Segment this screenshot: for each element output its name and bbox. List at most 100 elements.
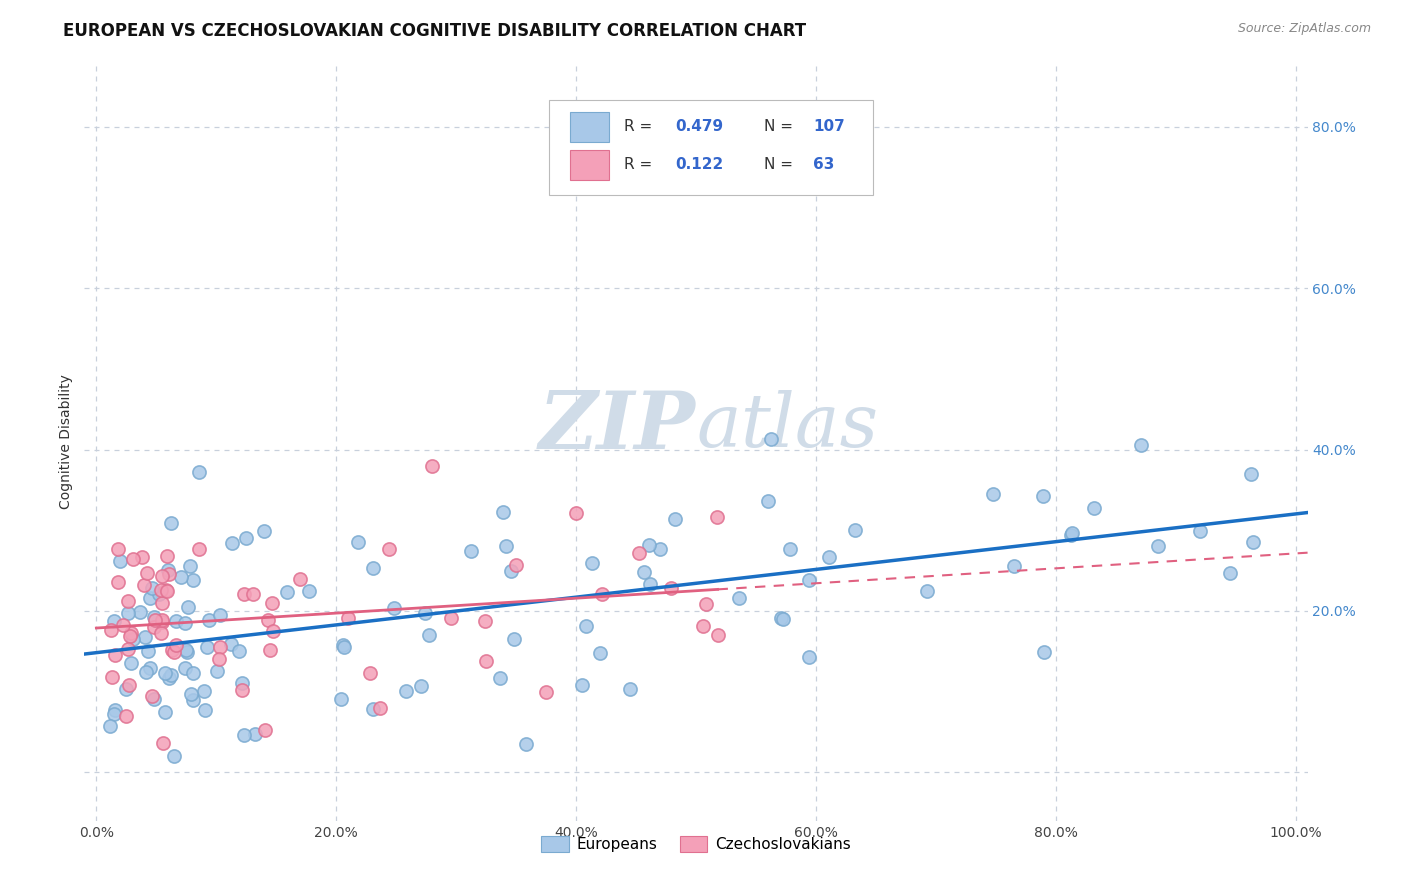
Point bbox=[143, 613, 166, 627]
Point bbox=[770, 611, 793, 625]
Point bbox=[361, 702, 384, 716]
Point bbox=[242, 587, 264, 601]
Point bbox=[120, 625, 142, 640]
Text: EUROPEAN VS CZECHOSLOVAKIAN COGNITIVE DISABILITY CORRELATION CHART: EUROPEAN VS CZECHOSLOVAKIAN COGNITIVE DI… bbox=[63, 22, 807, 40]
Point bbox=[134, 630, 156, 644]
Point bbox=[101, 670, 124, 684]
Point bbox=[418, 628, 440, 642]
Point bbox=[150, 582, 173, 597]
Point bbox=[108, 554, 131, 568]
Point bbox=[100, 719, 122, 733]
Point bbox=[112, 618, 135, 632]
Point bbox=[155, 705, 177, 719]
Point bbox=[1062, 525, 1084, 540]
Point bbox=[117, 606, 139, 620]
Legend: Europeans, Czechoslovakians: Europeans, Czechoslovakians bbox=[534, 830, 858, 858]
Point bbox=[664, 512, 686, 526]
Point bbox=[150, 613, 173, 627]
Point bbox=[148, 586, 170, 600]
Point bbox=[844, 523, 866, 537]
Point bbox=[440, 611, 463, 625]
Point bbox=[981, 486, 1004, 500]
Point bbox=[139, 591, 162, 605]
Point bbox=[706, 628, 728, 642]
Point bbox=[165, 638, 187, 652]
Point bbox=[181, 573, 204, 587]
Point bbox=[627, 546, 650, 560]
Point bbox=[817, 550, 839, 565]
Text: 107: 107 bbox=[814, 120, 845, 135]
Point bbox=[193, 684, 215, 698]
Point bbox=[143, 691, 166, 706]
Point bbox=[107, 575, 129, 590]
Bar bbox=[569, 150, 609, 180]
Point bbox=[115, 709, 138, 723]
Point bbox=[100, 624, 122, 638]
Point bbox=[797, 649, 820, 664]
Point bbox=[107, 541, 129, 556]
Text: 63: 63 bbox=[814, 157, 835, 172]
FancyBboxPatch shape bbox=[550, 101, 873, 195]
Point bbox=[575, 619, 598, 633]
Point bbox=[235, 532, 257, 546]
Point bbox=[332, 638, 354, 652]
Point bbox=[253, 524, 276, 538]
Point bbox=[1188, 524, 1211, 538]
Point bbox=[134, 578, 156, 592]
Point bbox=[160, 516, 183, 530]
Point bbox=[495, 539, 517, 553]
Point bbox=[208, 608, 231, 623]
Point bbox=[370, 700, 392, 714]
Point bbox=[150, 569, 173, 583]
Point bbox=[1032, 645, 1054, 659]
Point bbox=[117, 678, 139, 692]
Text: ZIP: ZIP bbox=[538, 388, 696, 465]
Point bbox=[165, 614, 187, 628]
Point bbox=[170, 570, 193, 584]
Text: 0.479: 0.479 bbox=[675, 120, 723, 135]
Bar bbox=[569, 112, 609, 142]
Point bbox=[534, 685, 557, 699]
Point bbox=[177, 600, 200, 615]
Point bbox=[208, 652, 231, 666]
Text: R =: R = bbox=[624, 120, 657, 135]
Y-axis label: Cognitive Disability: Cognitive Disability bbox=[59, 374, 73, 509]
Point bbox=[198, 613, 221, 627]
Point bbox=[571, 678, 593, 692]
Point bbox=[378, 541, 401, 556]
Point bbox=[759, 433, 782, 447]
Point bbox=[488, 671, 510, 685]
Point bbox=[695, 597, 717, 611]
Point bbox=[233, 587, 256, 601]
Point bbox=[347, 534, 370, 549]
Point bbox=[141, 690, 163, 704]
Point bbox=[183, 692, 205, 706]
Point bbox=[409, 679, 432, 693]
Point bbox=[257, 613, 280, 627]
Point bbox=[228, 643, 250, 657]
Point bbox=[173, 616, 195, 631]
Point bbox=[619, 681, 641, 696]
Point bbox=[208, 640, 231, 655]
Point bbox=[475, 654, 498, 668]
Point bbox=[382, 600, 405, 615]
Point bbox=[779, 541, 801, 556]
Text: 0.122: 0.122 bbox=[675, 157, 724, 172]
Point bbox=[121, 632, 143, 647]
Point bbox=[153, 665, 176, 680]
Point bbox=[157, 567, 180, 582]
Point bbox=[260, 596, 283, 610]
Point bbox=[187, 465, 209, 479]
Point bbox=[1219, 566, 1241, 581]
Point bbox=[692, 619, 714, 633]
Point bbox=[156, 584, 179, 599]
Point bbox=[232, 728, 254, 742]
Point bbox=[139, 661, 162, 675]
Point bbox=[118, 629, 141, 643]
Point bbox=[460, 544, 482, 558]
Point bbox=[163, 749, 186, 764]
Point bbox=[336, 611, 359, 625]
Point bbox=[181, 665, 204, 680]
Point bbox=[163, 645, 186, 659]
Point bbox=[231, 683, 253, 698]
